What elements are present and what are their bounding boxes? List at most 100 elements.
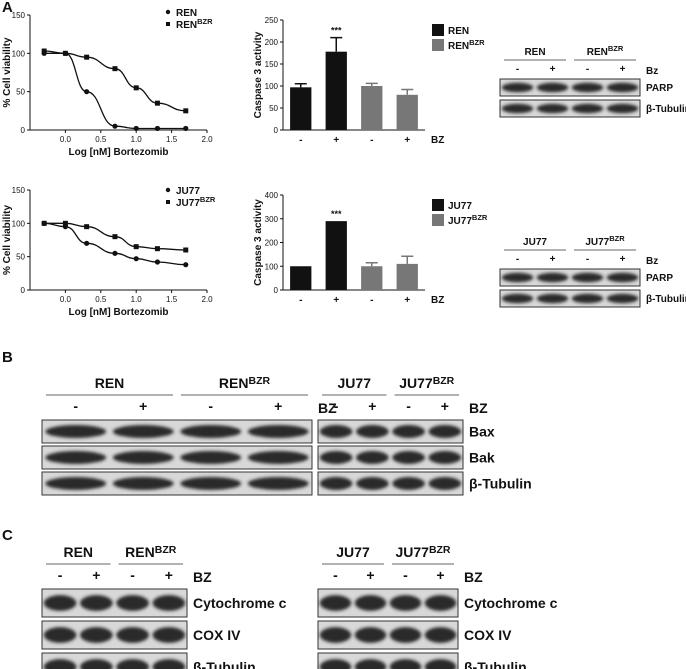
band [319, 425, 353, 438]
point [133, 125, 139, 132]
band [571, 82, 604, 93]
group-label-main: JU77 [523, 237, 547, 248]
blot-strip [41, 445, 313, 470]
group-label-sup: BZR [429, 544, 451, 556]
group-label-sup: BZR [433, 375, 455, 387]
group-label-main: JU77 [338, 375, 372, 391]
bar [290, 266, 312, 290]
y-tick-label: 100 [12, 49, 26, 58]
lane-label: + [368, 398, 376, 414]
legend-label-main: REN [448, 26, 469, 37]
group-label-main: JU77 [336, 544, 370, 560]
band [319, 477, 353, 490]
band [112, 425, 174, 438]
legend-label: JU77BZR [448, 213, 488, 227]
group-label: RENBZR [587, 44, 624, 58]
lane-label: - [516, 254, 519, 265]
point [84, 54, 90, 60]
band [606, 272, 639, 283]
blot-strip [317, 652, 459, 669]
bar [325, 221, 347, 290]
band [180, 451, 242, 464]
row-label: Cytochrome c [193, 595, 287, 611]
group-label: JU77BZR [399, 375, 454, 391]
row-label: PARP [646, 273, 673, 284]
legend-marker [432, 39, 444, 51]
legend-marker [432, 24, 444, 36]
band [389, 627, 422, 643]
band [536, 103, 569, 114]
x-tick-label: - [299, 295, 302, 306]
band [501, 272, 534, 283]
lane-label: - [334, 398, 339, 414]
y-tick-label: 50 [269, 104, 278, 113]
group-label: JU77 [523, 237, 547, 248]
row-label: COX IV [193, 627, 241, 643]
band [389, 659, 422, 669]
x-tick-label: - [370, 295, 373, 306]
row-label: Cytochrome c [464, 595, 558, 611]
group-label-main: JU77 [585, 237, 609, 248]
blot-strip [41, 652, 188, 669]
fit-line [44, 50, 186, 112]
point [84, 89, 90, 95]
lane-label: + [92, 567, 100, 583]
group-label: JU77BZR [395, 544, 450, 560]
band [354, 595, 387, 611]
band [536, 82, 569, 93]
band [392, 425, 425, 438]
point [183, 247, 189, 253]
lane-label: - [58, 567, 63, 583]
lane-label: - [586, 254, 589, 265]
axis [29, 15, 207, 131]
point [154, 259, 161, 265]
band [606, 82, 639, 93]
band [180, 477, 242, 490]
y-tick-label: 150 [265, 60, 279, 69]
x-axis-label: BZ [431, 295, 444, 306]
band [43, 595, 77, 611]
group-label: JU77 [336, 544, 370, 560]
band [180, 425, 242, 438]
row-label: β-Tubulin [469, 475, 532, 491]
legend-label-main: REN [176, 8, 197, 19]
row-label: β-Tubulin [646, 294, 686, 305]
error-bar [294, 83, 307, 88]
point [41, 220, 47, 226]
significance: *** [331, 26, 342, 36]
error-bar [401, 255, 414, 264]
point [62, 50, 68, 56]
group-label-sup: BZR [608, 44, 624, 53]
row-label: Bak [469, 449, 495, 465]
row-label: Bax [469, 423, 495, 439]
band [501, 293, 534, 304]
band [152, 595, 186, 611]
y-tick-label: 100 [265, 262, 279, 271]
blot-strip [317, 471, 464, 496]
group-label: REN [63, 544, 93, 560]
band [501, 103, 534, 114]
point [183, 108, 189, 114]
row-label: β-Tubulin [193, 659, 256, 669]
y-tick-label: 0 [21, 286, 26, 295]
lane-label: - [208, 398, 213, 414]
band [247, 477, 309, 490]
blot-strip [317, 445, 464, 470]
point [154, 100, 160, 106]
group-label-main: REN [587, 47, 608, 58]
y-tick-label: 300 [265, 215, 279, 224]
lane-label: - [130, 567, 135, 583]
lane-label: + [436, 567, 444, 583]
significance: *** [331, 209, 342, 219]
band [606, 293, 639, 304]
group-label-sup: BZR [609, 234, 625, 243]
y-tick-label: 100 [12, 219, 26, 228]
band [571, 293, 604, 304]
x-tick-label: - [299, 135, 302, 146]
legend-label-main: JU77 [448, 216, 472, 227]
legend-label-main: JU77 [176, 186, 200, 197]
legend-marker [166, 200, 170, 204]
legend-label: JU77BZR [176, 195, 216, 209]
y-tick-label: 150 [12, 11, 26, 20]
x-axis-label: BZ [431, 135, 444, 146]
